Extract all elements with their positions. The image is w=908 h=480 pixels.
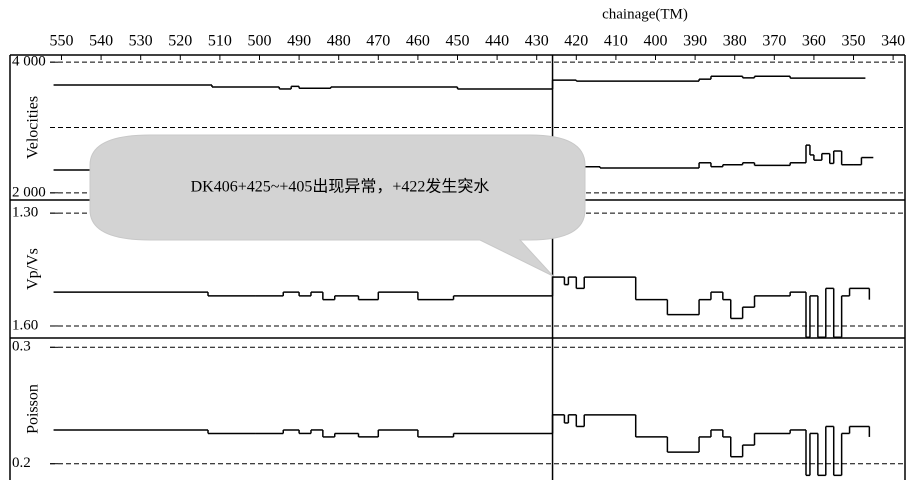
x-tick-label: 390 — [683, 33, 707, 50]
x-axis-title: chainage(TM) — [602, 6, 688, 22]
y-axis-title: Poisson — [25, 384, 42, 434]
x-tick-label: 530 — [129, 33, 153, 50]
x-tick-label: 350 — [842, 33, 866, 50]
y-tick-label: 2 000 — [12, 184, 46, 200]
x-tick-label: 470 — [366, 33, 390, 50]
y-tick-label: 0.2 — [12, 455, 31, 471]
x-tick-label: 370 — [762, 33, 786, 50]
x-tick-label: 450 — [446, 33, 470, 50]
x-tick-label: 380 — [723, 33, 747, 50]
x-tick-label: 500 — [247, 33, 271, 50]
y-tick-label: 1.60 — [12, 317, 38, 333]
x-tick-label: 510 — [208, 33, 232, 50]
y-tick-label: 1.30 — [12, 205, 38, 221]
x-tick-label: 520 — [168, 33, 192, 50]
x-tick-label: 540 — [89, 33, 113, 50]
x-tick-label: 410 — [604, 33, 628, 50]
annotation: DK406+425~+405出现异常，+422发生突水 — [191, 178, 490, 196]
x-tick-label: 490 — [287, 33, 311, 50]
callout: DK406+425~+405出现异常，+422发生突水 — [89, 134, 586, 277]
x-tick-label: 360 — [802, 33, 826, 50]
x-tick-label: 340 — [881, 33, 905, 50]
x-tick-label: 430 — [525, 33, 549, 50]
x-tick-label: 480 — [327, 33, 351, 50]
x-tick-label: 440 — [485, 33, 509, 50]
y-tick-label: 0.3 — [12, 339, 31, 355]
x-tick-label: 460 — [406, 33, 430, 50]
y-tick-label: 4 000 — [12, 54, 46, 70]
callout-bubble — [89, 134, 586, 277]
plot-area: chainage(TM) 550 540 530 520 510 500 490 480 470 4… — [9, 6, 906, 480]
y-axis-title: Vp/Vs — [25, 248, 42, 290]
x-tick-label: 550 — [49, 33, 73, 50]
y-axis-title: Velocities — [25, 96, 42, 159]
x-tick-label: 400 — [644, 33, 668, 50]
x-tick-label: 420 — [564, 33, 588, 50]
